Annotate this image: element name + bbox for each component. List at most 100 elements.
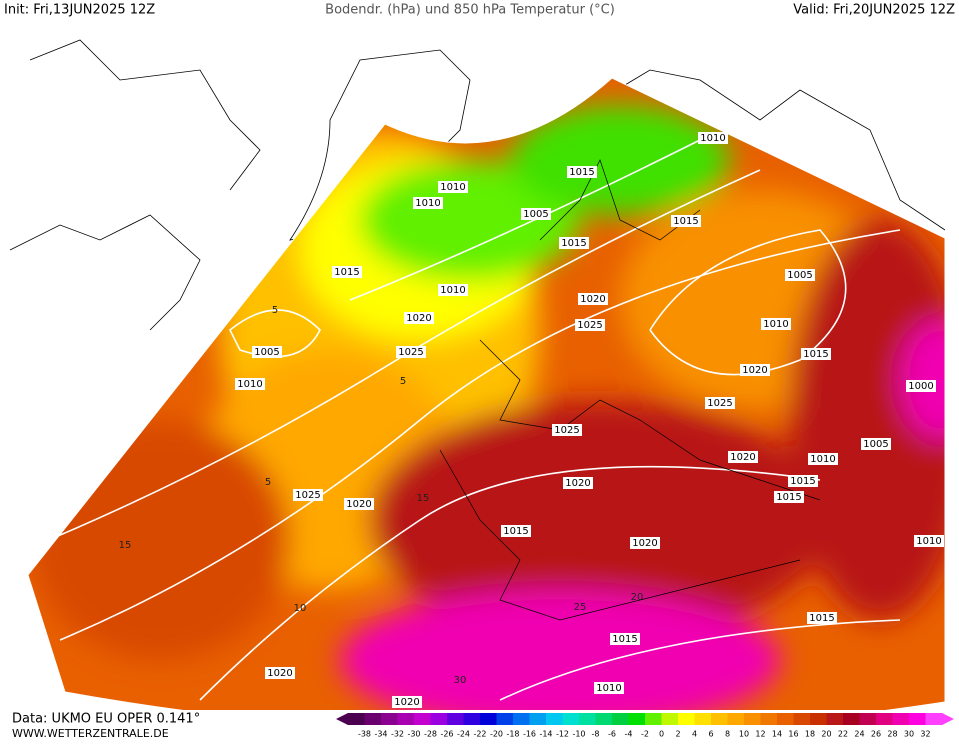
colorbar-swatch (381, 713, 398, 725)
colorbar-label: 24 (854, 730, 864, 739)
isobar-label: 1010 (700, 133, 725, 144)
colorbar-swatch (496, 713, 514, 725)
colorbar-label: 0 (659, 730, 664, 739)
colorbar-label: -32 (391, 730, 404, 739)
colorbar-swatch (876, 713, 893, 725)
isobar-label-box (578, 293, 608, 305)
colorbar-label: -2 (641, 730, 649, 739)
isobar-label: 1020 (730, 452, 755, 463)
colorbar-swatch (480, 713, 497, 725)
isobar-label: 1015 (809, 613, 834, 624)
colorbar-swatch (793, 713, 811, 725)
colorbar-swatch (810, 713, 827, 725)
isobar-label: 1015 (561, 238, 586, 249)
colorbar-arrow-right (942, 713, 954, 725)
colorbar-swatch (628, 713, 646, 725)
colorbar-label: -34 (374, 730, 387, 739)
isobar-label-box (413, 197, 443, 209)
valid-text: Valid: Fri,20JUN2025 12Z (793, 3, 955, 18)
colorbar-label: -28 (424, 730, 437, 739)
isobar-label: 1010 (440, 285, 465, 296)
colorbar-swatch (562, 713, 580, 725)
colorbar: -38 -34 -32 -30 -28 -26 -24 -22 -20 -18 -16 -14 -12-… (336, 713, 954, 739)
colorbar-swatch (711, 713, 728, 725)
isobar-label: 1025 (554, 425, 579, 436)
isobar-label: 1020 (346, 499, 371, 510)
colorbar-swatch (760, 713, 778, 725)
isotherm-label: 15 (119, 540, 132, 551)
isobar-label-box (705, 397, 735, 409)
isobar-label: 1010 (810, 454, 835, 465)
isobar-label-box (906, 380, 936, 392)
colorbar-label: 26 (871, 730, 881, 739)
coastlines-outside (9, 39, 946, 331)
isobar-label-box (392, 696, 422, 708)
isobar-label: 1025 (398, 347, 423, 358)
colorbar-label: 22 (838, 730, 848, 739)
colorbar-swatch (645, 713, 662, 725)
colorbar-swatch (909, 713, 926, 725)
colorbar-arrow-left (336, 713, 348, 725)
isobar-label: 1015 (776, 492, 801, 503)
isobar-label-box (671, 215, 701, 227)
colorbar-swatch (579, 713, 596, 725)
isobar-label: 1020 (267, 668, 292, 679)
colorbar-swatch (595, 713, 613, 725)
colorbar-swatch (843, 713, 860, 725)
colorbar-label: 28 (887, 730, 897, 739)
isobar-label: 1010 (916, 536, 941, 547)
isobar-label-box (594, 682, 624, 694)
colorbar-label: -10 (572, 730, 585, 739)
colorbar-swatch (463, 713, 481, 725)
isobar-label-box (332, 266, 362, 278)
isotherm-label: 15 (417, 493, 430, 504)
colorbar-swatch (661, 713, 679, 725)
isobar-label-box (785, 269, 815, 281)
colorbar-label: -20 (490, 730, 503, 739)
isotherm-label: 5 (272, 305, 278, 316)
isobar-label-box (808, 453, 838, 465)
colorbar-label: 2 (675, 730, 680, 739)
isobar-label-box (293, 489, 323, 501)
colorbar-swatch (612, 713, 629, 725)
colorbar-swatch (397, 713, 415, 725)
isobar-label-box (404, 312, 434, 324)
isobar-label: 1010 (763, 319, 788, 330)
isobar-label-box (575, 319, 605, 331)
colorbar-swatch (826, 713, 844, 725)
colorbar-swatch (925, 713, 943, 725)
website: WWW.WETTERZENTRALE.DE (12, 727, 169, 740)
colorbar-label: -8 (592, 730, 600, 739)
colorbar-label: 30 (904, 730, 914, 739)
colorbar-label: -30 (407, 730, 420, 739)
colorbar-label: 20 (821, 730, 831, 739)
colorbar-label: 14 (772, 730, 782, 739)
colorbar-swatch (727, 713, 745, 725)
isobar-label-box (344, 498, 374, 510)
isobar-label: 1020 (406, 313, 431, 324)
isotherm-label: 5 (265, 477, 271, 488)
colorbar-label: 16 (788, 730, 798, 739)
isobar-label-box (740, 364, 770, 376)
isobar-label-box (807, 612, 837, 624)
colorbar-swatch (546, 713, 563, 725)
isobar-label: 1005 (523, 209, 548, 220)
colorbar-swatch (777, 713, 794, 725)
isobar-label: 1015 (790, 476, 815, 487)
isobar-label-box (559, 237, 589, 249)
isobar-label-box (728, 451, 758, 463)
isobar-label-box (438, 284, 468, 296)
colorbar-swatch (348, 713, 365, 725)
colorbar-label: -6 (608, 730, 616, 739)
colorbar-swatch (430, 713, 448, 725)
colorbar-label: -4 (625, 730, 633, 739)
isobar-label: 1010 (415, 198, 440, 209)
colorbar-label: 4 (692, 730, 697, 739)
colorbar-label: -16 (523, 730, 536, 739)
isobar-label-box (252, 346, 282, 358)
isobar-label-box (761, 318, 791, 330)
isotherm-label: 10 (294, 603, 307, 614)
isobar-label-box (563, 477, 593, 489)
isobar-label-box (610, 633, 640, 645)
isobar-label-box (801, 348, 831, 360)
